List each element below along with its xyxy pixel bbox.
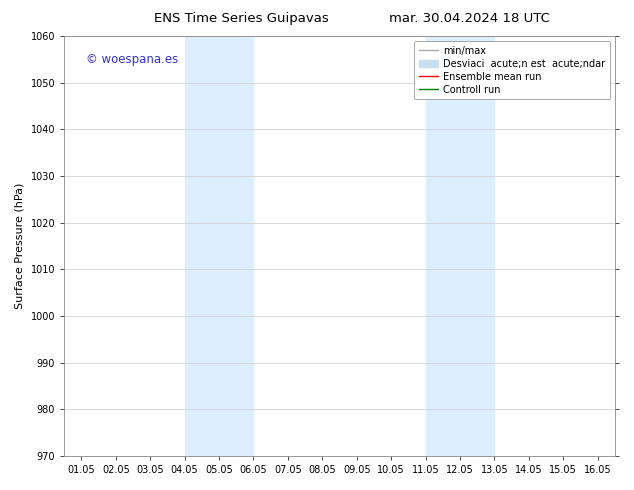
Bar — [184, 36, 254, 456]
Bar — [425, 36, 495, 456]
Y-axis label: Surface Pressure (hPa): Surface Pressure (hPa) — [15, 183, 25, 309]
Text: mar. 30.04.2024 18 UTC: mar. 30.04.2024 18 UTC — [389, 12, 550, 25]
Text: ENS Time Series Guipavas: ENS Time Series Guipavas — [153, 12, 328, 25]
Text: © woespana.es: © woespana.es — [86, 53, 179, 66]
Legend: min/max, Desviaci  acute;n est  acute;ndar, Ensemble mean run, Controll run: min/max, Desviaci acute;n est acute;ndar… — [414, 41, 610, 99]
